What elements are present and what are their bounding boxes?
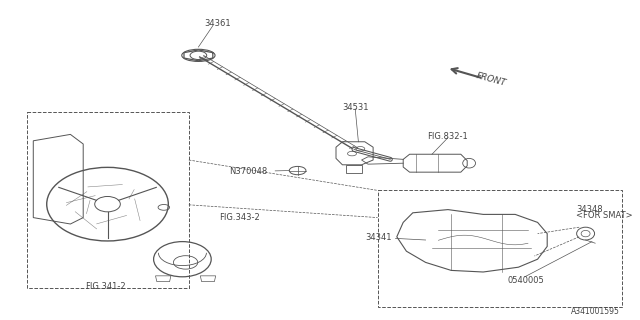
Text: 34531: 34531 bbox=[342, 103, 369, 112]
Text: FRONT: FRONT bbox=[475, 72, 507, 88]
Text: 34348: 34348 bbox=[576, 205, 603, 214]
Text: 34341: 34341 bbox=[365, 233, 392, 242]
Text: FIG.343-2: FIG.343-2 bbox=[220, 213, 260, 222]
Text: <FOR SMAT>: <FOR SMAT> bbox=[576, 211, 632, 220]
Text: 34361: 34361 bbox=[204, 19, 231, 28]
Text: 0540005: 0540005 bbox=[508, 276, 544, 285]
Text: N370048: N370048 bbox=[229, 167, 268, 176]
Text: FIG.832-1: FIG.832-1 bbox=[428, 132, 468, 141]
Text: FIG.341-2: FIG.341-2 bbox=[85, 282, 126, 291]
Text: A341001595: A341001595 bbox=[571, 307, 620, 316]
